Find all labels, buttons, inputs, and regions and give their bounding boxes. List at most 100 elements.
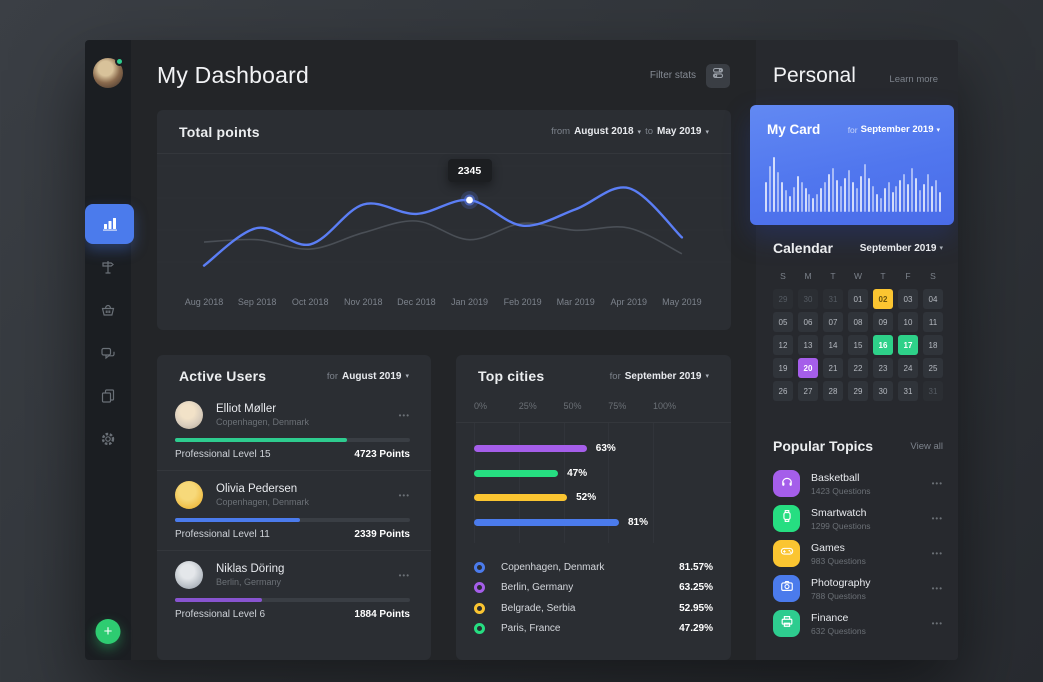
legend-percent: 47.29% [679, 623, 713, 635]
day-of-week-label: F [905, 271, 911, 281]
x-axis-tick: Oct 2018 [291, 297, 329, 307]
legend-row: Berlin, Germany 63.25% [474, 578, 713, 599]
calendar-day[interactable]: 30 [798, 289, 818, 309]
sidebar-item-stats[interactable] [85, 204, 134, 244]
calendar-day[interactable]: 23 [873, 358, 893, 378]
view-all-link[interactable]: View all [910, 440, 943, 452]
topic-row[interactable]: Smartwatch 1299 Questions ••• [773, 501, 943, 536]
waveform-bar-chart [765, 156, 941, 212]
more-options-icon[interactable]: ••• [398, 570, 410, 580]
wave-bar [844, 178, 847, 212]
calendar-day[interactable]: 31 [898, 381, 918, 401]
user-name: Elliot Møller [216, 403, 277, 415]
calendar-day[interactable]: 22 [848, 358, 868, 378]
calendar-day[interactable]: 26 [773, 381, 793, 401]
user-points: 4723 Points [354, 449, 410, 460]
sidebar-item-directions[interactable] [85, 247, 131, 287]
wave-bar [871, 186, 874, 212]
sidebar-item-shop[interactable] [85, 290, 131, 330]
chevron-down-icon: ▾ [637, 128, 642, 136]
calendar-day[interactable]: 01 [848, 289, 868, 309]
calendar-day[interactable]: 28 [823, 381, 843, 401]
calendar-day[interactable]: 19 [773, 358, 793, 378]
active-users-month-select[interactable]: August 2019 [342, 370, 402, 382]
legend-percent: 52.95% [679, 602, 713, 614]
calendar-month-select[interactable]: September 2019 [859, 242, 937, 254]
filter-stats-button[interactable] [706, 63, 730, 88]
my-card-month-select[interactable]: September 2019 [860, 124, 934, 135]
calendar-day[interactable]: 14 [823, 335, 843, 355]
calendar-day[interactable]: 10 [898, 312, 918, 332]
x-axis-tick: Dec 2018 [397, 297, 436, 307]
more-options-icon[interactable]: ••• [398, 410, 410, 420]
topic-row[interactable]: Finance 632 Questions ••• [773, 606, 943, 641]
chevron-down-icon: ▾ [705, 373, 709, 380]
calendar-day[interactable]: 08 [848, 312, 868, 332]
wave-bar [883, 188, 886, 212]
calendar-day[interactable]: 25 [923, 358, 943, 378]
calendar-day[interactable]: 03 [898, 289, 918, 309]
from-date-select[interactable]: August 2018 [574, 126, 634, 137]
calendar-day[interactable]: 24 [898, 358, 918, 378]
calendar-day[interactable]: 29 [848, 381, 868, 401]
calendar-day[interactable]: 02 [873, 289, 893, 309]
calendar-day[interactable]: 31 [823, 289, 843, 309]
calendar-day[interactable]: 05 [773, 312, 793, 332]
user-level: Professional Level 6 [175, 609, 266, 620]
learn-more-link[interactable]: Learn more [889, 74, 938, 85]
topic-row[interactable]: Photography 788 Questions ••• [773, 571, 943, 606]
to-date-select[interactable]: May 2019 [657, 126, 702, 137]
day-of-week-label: M [804, 271, 812, 281]
chevron-down-icon: ▾ [936, 126, 940, 134]
more-options-icon[interactable]: ••• [931, 619, 943, 628]
more-options-icon[interactable]: ••• [931, 479, 943, 488]
calendar-day[interactable]: 04 [923, 289, 943, 309]
to-label: to [645, 126, 653, 137]
user-row: Elliot Møller Copenhagen, Denmark ••• Pr… [157, 397, 431, 470]
level-progress-bar [175, 438, 410, 442]
calendar-day[interactable]: 09 [873, 312, 893, 332]
topic-row[interactable]: Basketball 1423 Questions ••• [773, 466, 943, 501]
more-options-icon[interactable]: ••• [931, 514, 943, 523]
chart-tooltip: 2345 [447, 159, 492, 182]
calendar-day[interactable]: 13 [798, 335, 818, 355]
more-options-icon[interactable]: ••• [398, 490, 410, 500]
user-avatar[interactable] [93, 57, 124, 88]
calendar-day[interactable]: 18 [923, 335, 943, 355]
percent-tick: 25% [518, 401, 537, 411]
sidebar-item-settings[interactable] [85, 419, 131, 459]
calendar-day[interactable]: 06 [798, 312, 818, 332]
calendar-day[interactable]: 30 [873, 381, 893, 401]
sidebar-item-documents[interactable] [85, 376, 131, 416]
sidebar-item-messages[interactable] [85, 333, 131, 373]
calendar-day[interactable]: 16 [873, 335, 893, 355]
wave-bar [907, 184, 910, 212]
calendar-day[interactable]: 27 [798, 381, 818, 401]
more-options-icon[interactable]: ••• [931, 584, 943, 593]
wave-bar [867, 178, 870, 212]
calendar-day[interactable]: 31 [923, 381, 943, 401]
calendar-day[interactable]: 20 [798, 358, 818, 378]
top-cities-month-select[interactable]: September 2019 [624, 370, 702, 382]
calendar-day[interactable]: 15 [848, 335, 868, 355]
topic-name: Finance [811, 611, 849, 624]
calendar-day[interactable]: 07 [823, 312, 843, 332]
wave-bar [828, 174, 831, 212]
add-button[interactable]: + [95, 619, 121, 644]
calendar-day[interactable]: 29 [773, 289, 793, 309]
for-label: for [847, 124, 858, 135]
chevron-down-icon: ▾ [939, 245, 943, 252]
topic-row[interactable]: Games 983 Questions ••• [773, 536, 943, 571]
active-users-title: Active Users [179, 368, 267, 384]
wave-bar [903, 174, 906, 212]
calendar-day[interactable]: 12 [773, 335, 793, 355]
calendar-day[interactable]: 17 [898, 335, 918, 355]
wave-bar [772, 157, 775, 212]
calendar-day[interactable]: 21 [823, 358, 843, 378]
plus-icon: + [103, 623, 113, 640]
calendar-day[interactable]: 11 [923, 312, 943, 332]
topic-questions: 1423 Questions [811, 485, 871, 496]
wave-bar [934, 180, 937, 212]
more-options-icon[interactable]: ••• [931, 549, 943, 558]
topic-questions: 1299 Questions [811, 520, 871, 531]
